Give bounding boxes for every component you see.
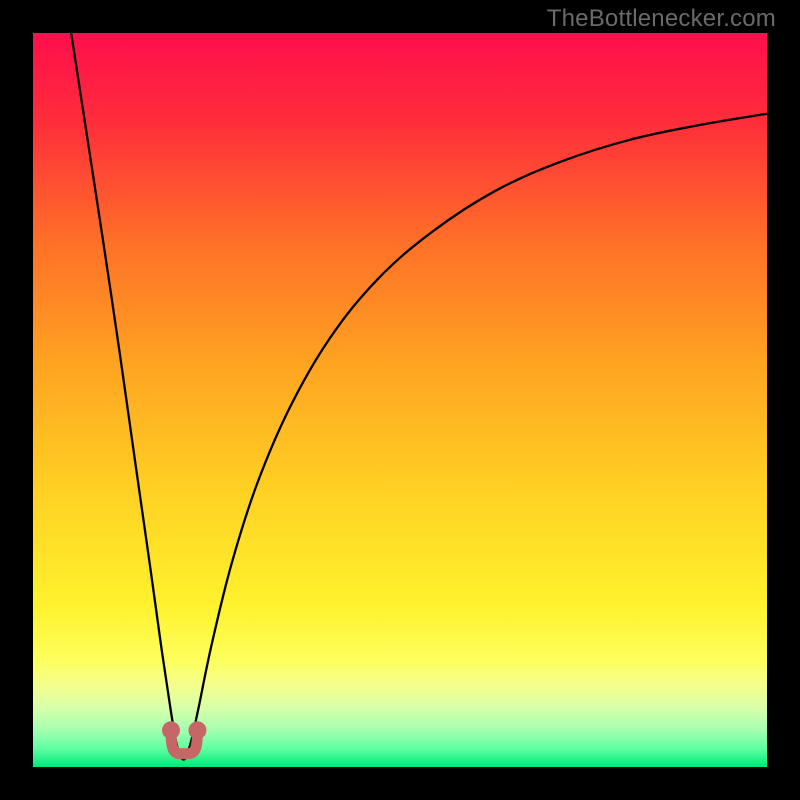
watermark-text: TheBottlenecker.com bbox=[547, 5, 776, 33]
chart-frame bbox=[0, 0, 800, 800]
plot-area bbox=[33, 33, 767, 767]
gradient-background bbox=[33, 33, 767, 767]
